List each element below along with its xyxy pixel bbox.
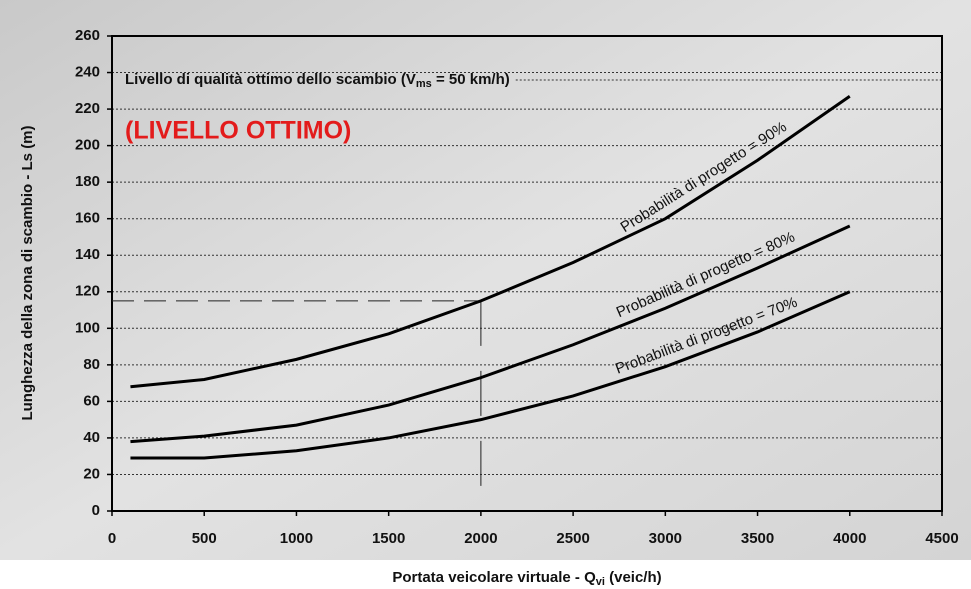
x-label-text: (veic/h) bbox=[605, 569, 662, 586]
y-axis-label: Lunghezza della zona di scambio - Ls (m) bbox=[19, 125, 36, 420]
y-tick-label: 260 bbox=[75, 27, 100, 44]
title-text: = 50 km/h) bbox=[432, 71, 510, 88]
y-tick-label: 200 bbox=[75, 137, 100, 154]
x-tick-label: 4000 bbox=[833, 530, 866, 547]
page: Livello di qualità ottimo dello scambio … bbox=[0, 0, 971, 589]
y-tick-label: 240 bbox=[75, 64, 100, 81]
y-tick-label: 140 bbox=[75, 246, 100, 263]
x-tick-label: 4500 bbox=[925, 530, 958, 547]
y-tick-label: 220 bbox=[75, 100, 100, 117]
y-tick-label: 100 bbox=[75, 319, 100, 336]
x-label-text: Portata veicolare virtuale - Q bbox=[392, 569, 596, 586]
title-subscript: ms bbox=[416, 78, 432, 90]
x-tick-label: 500 bbox=[192, 530, 217, 547]
x-tick-label: 1500 bbox=[372, 530, 405, 547]
y-tick-label: 40 bbox=[83, 429, 100, 446]
y-tick-label: 20 bbox=[83, 465, 100, 482]
x-axis-label: Portata veicolare virtuale - Qvi (veic/h… bbox=[392, 569, 661, 588]
title-text: Livello di qualità ottimo dello scambio … bbox=[125, 71, 416, 88]
y-tick-label: 0 bbox=[92, 502, 100, 519]
x-tick-label: 1000 bbox=[280, 530, 313, 547]
y-tick-label: 60 bbox=[83, 392, 100, 409]
x-tick-label: 2000 bbox=[464, 530, 497, 547]
x-tick-label: 0 bbox=[108, 530, 116, 547]
x-tick-label: 3500 bbox=[741, 530, 774, 547]
x-label-subscript: vi bbox=[596, 576, 605, 588]
annotation: (LIVELLO OTTIMO) bbox=[125, 117, 351, 145]
chart: Livello di qualità ottimo dello scambio … bbox=[0, 0, 971, 589]
x-tick-label: 2500 bbox=[556, 530, 589, 547]
y-tick-label: 180 bbox=[75, 173, 100, 190]
y-tick-label: 80 bbox=[83, 356, 100, 373]
y-tick-label: 160 bbox=[75, 210, 100, 227]
plot-title: Livello di qualità ottimo dello scambio … bbox=[125, 71, 510, 90]
x-tick-label: 3000 bbox=[649, 530, 682, 547]
y-tick-label: 120 bbox=[75, 283, 100, 300]
